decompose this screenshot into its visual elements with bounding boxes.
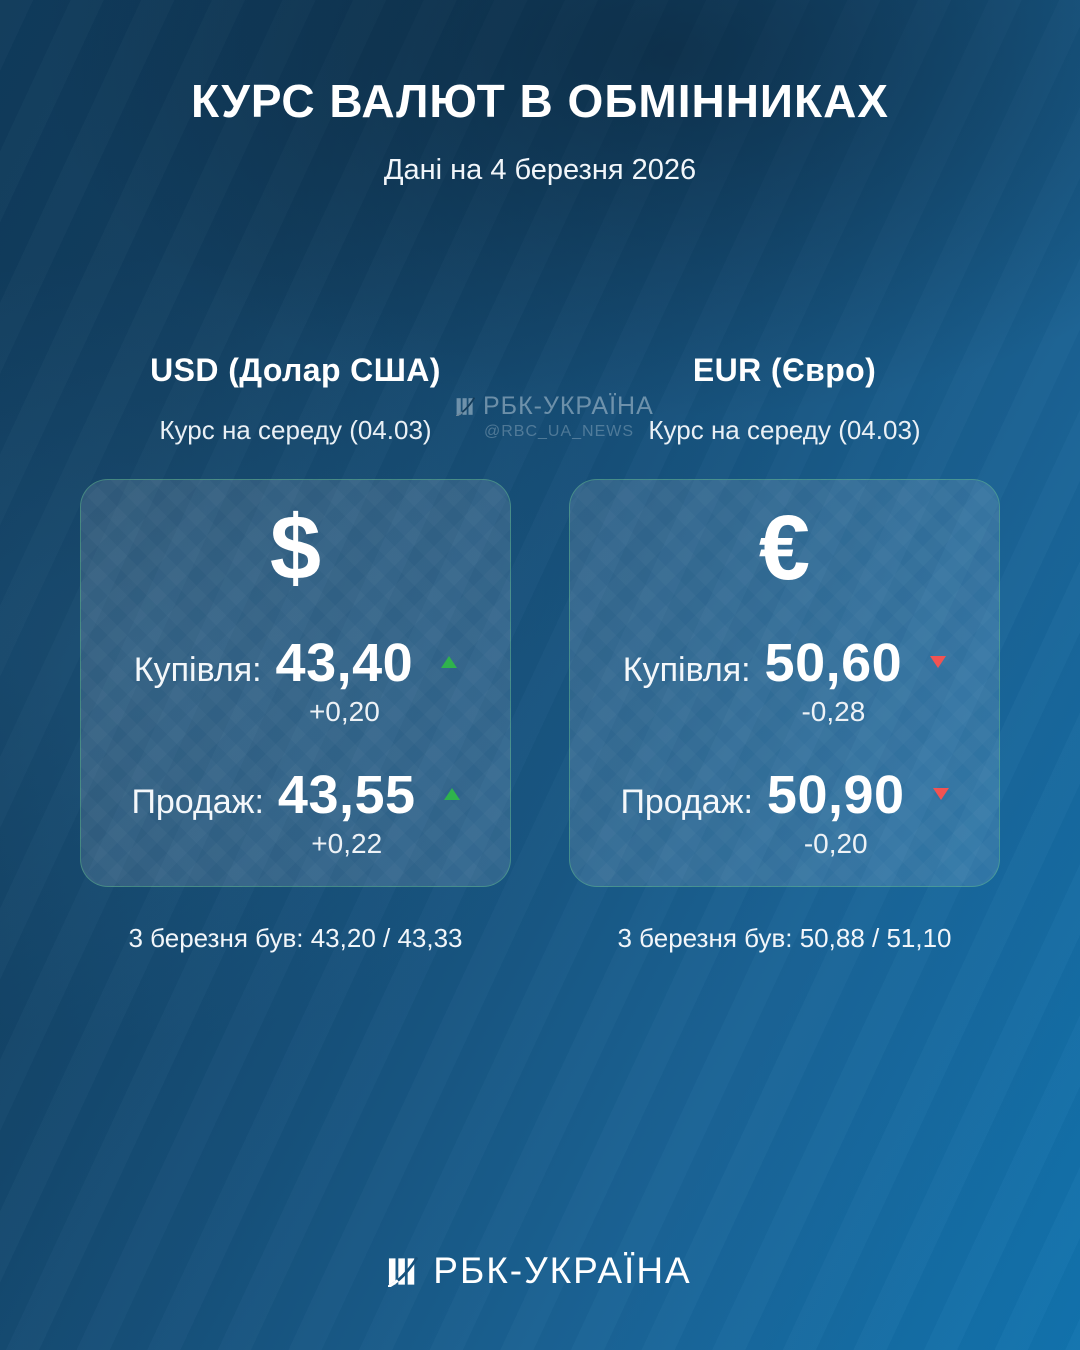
- watermark-handle: @RBC_UA_NEWS: [484, 423, 635, 440]
- currency-panel-usd: USD (Долар США) Курс на середу (04.03) $…: [80, 352, 511, 954]
- usd-buy-row: Купівля: 43,40 +0,20: [81, 632, 510, 728]
- watermark-brand: РБК-УКРАЇНА: [483, 392, 654, 420]
- buy-delta: +0,20: [308, 696, 380, 728]
- page-subtitle: Дані на 4 березня 2026: [383, 154, 697, 186]
- sell-value: 43,55: [277, 765, 416, 826]
- euro-symbol: €: [758, 497, 811, 599]
- rbc-logo-icon: [388, 1255, 419, 1287]
- currency-title-eur: EUR (Євро): [692, 352, 877, 388]
- sell-delta: -0,20: [803, 828, 868, 860]
- buy-label: Купівля:: [133, 651, 262, 689]
- page-title: КУРС ВАЛЮТ В ОБМІННИКАХ: [191, 75, 889, 127]
- previous-rate-note-usd: 3 березня був: 43,20 / 43,33: [128, 923, 463, 953]
- buy-label: Купівля:: [622, 651, 751, 689]
- trend-up-icon: [441, 656, 458, 668]
- buy-value: 43,40: [275, 633, 414, 693]
- buy-value-block: 43,40 +0,20: [276, 632, 414, 728]
- sell-delta: +0,22: [311, 828, 383, 860]
- buy-delta: -0,28: [801, 696, 866, 728]
- trend-down-icon: [932, 788, 949, 801]
- sell-label: Продаж:: [620, 783, 753, 822]
- usd-sell-row: Продаж: 43,55 +0,22: [81, 764, 510, 860]
- eur-sell-row: Продаж: 50,90 -0,20: [570, 764, 999, 860]
- buy-value: 50,60: [764, 633, 903, 693]
- dollar-symbol: $: [269, 497, 322, 599]
- sell-value-block: 43,55 +0,22: [278, 764, 416, 860]
- rate-card-eur: € Купівля: 50,60 -0,28 Продаж: 50,90 -0,…: [569, 479, 1000, 887]
- sell-value-block: 50,90 -0,20: [767, 764, 905, 860]
- previous-rate-note-eur: 3 березня був: 50,88 / 51,10: [617, 923, 952, 953]
- sell-value: 50,90: [766, 765, 905, 826]
- watermark: РБК-УКРАЇНА @RBC_UA_NEWS: [456, 392, 654, 441]
- eur-buy-row: Купівля: 50,60 -0,28: [570, 632, 999, 728]
- rate-card-usd: $ Купівля: 43,40 +0,20 Продаж: 43,55 +0,…: [80, 479, 511, 887]
- rate-date-caption-usd: Курс на середу (04.03): [159, 415, 432, 445]
- buy-value-block: 50,60 -0,28: [765, 632, 903, 728]
- watermark-brand-row: РБК-УКРАЇНА: [456, 392, 654, 421]
- footer-brand: РБК-УКРАЇНА: [433, 1250, 692, 1291]
- trend-up-icon: [443, 788, 460, 801]
- currency-columns: USD (Долар США) Курс на середу (04.03) $…: [80, 352, 1000, 954]
- sell-label: Продаж:: [131, 783, 264, 822]
- footer-brand-bar: РБК-УКРАЇНА: [0, 1250, 1080, 1292]
- rate-date-caption-eur: Курс на середу (04.03): [648, 415, 921, 445]
- header: КУРС ВАЛЮТ В ОБМІННИКАХ Дані на 4 березн…: [0, 74, 1080, 187]
- currency-title-usd: USD (Долар США): [150, 352, 441, 388]
- trend-down-icon: [930, 656, 947, 668]
- currency-panel-eur: EUR (Євро) Курс на середу (04.03) € Купі…: [569, 352, 1000, 954]
